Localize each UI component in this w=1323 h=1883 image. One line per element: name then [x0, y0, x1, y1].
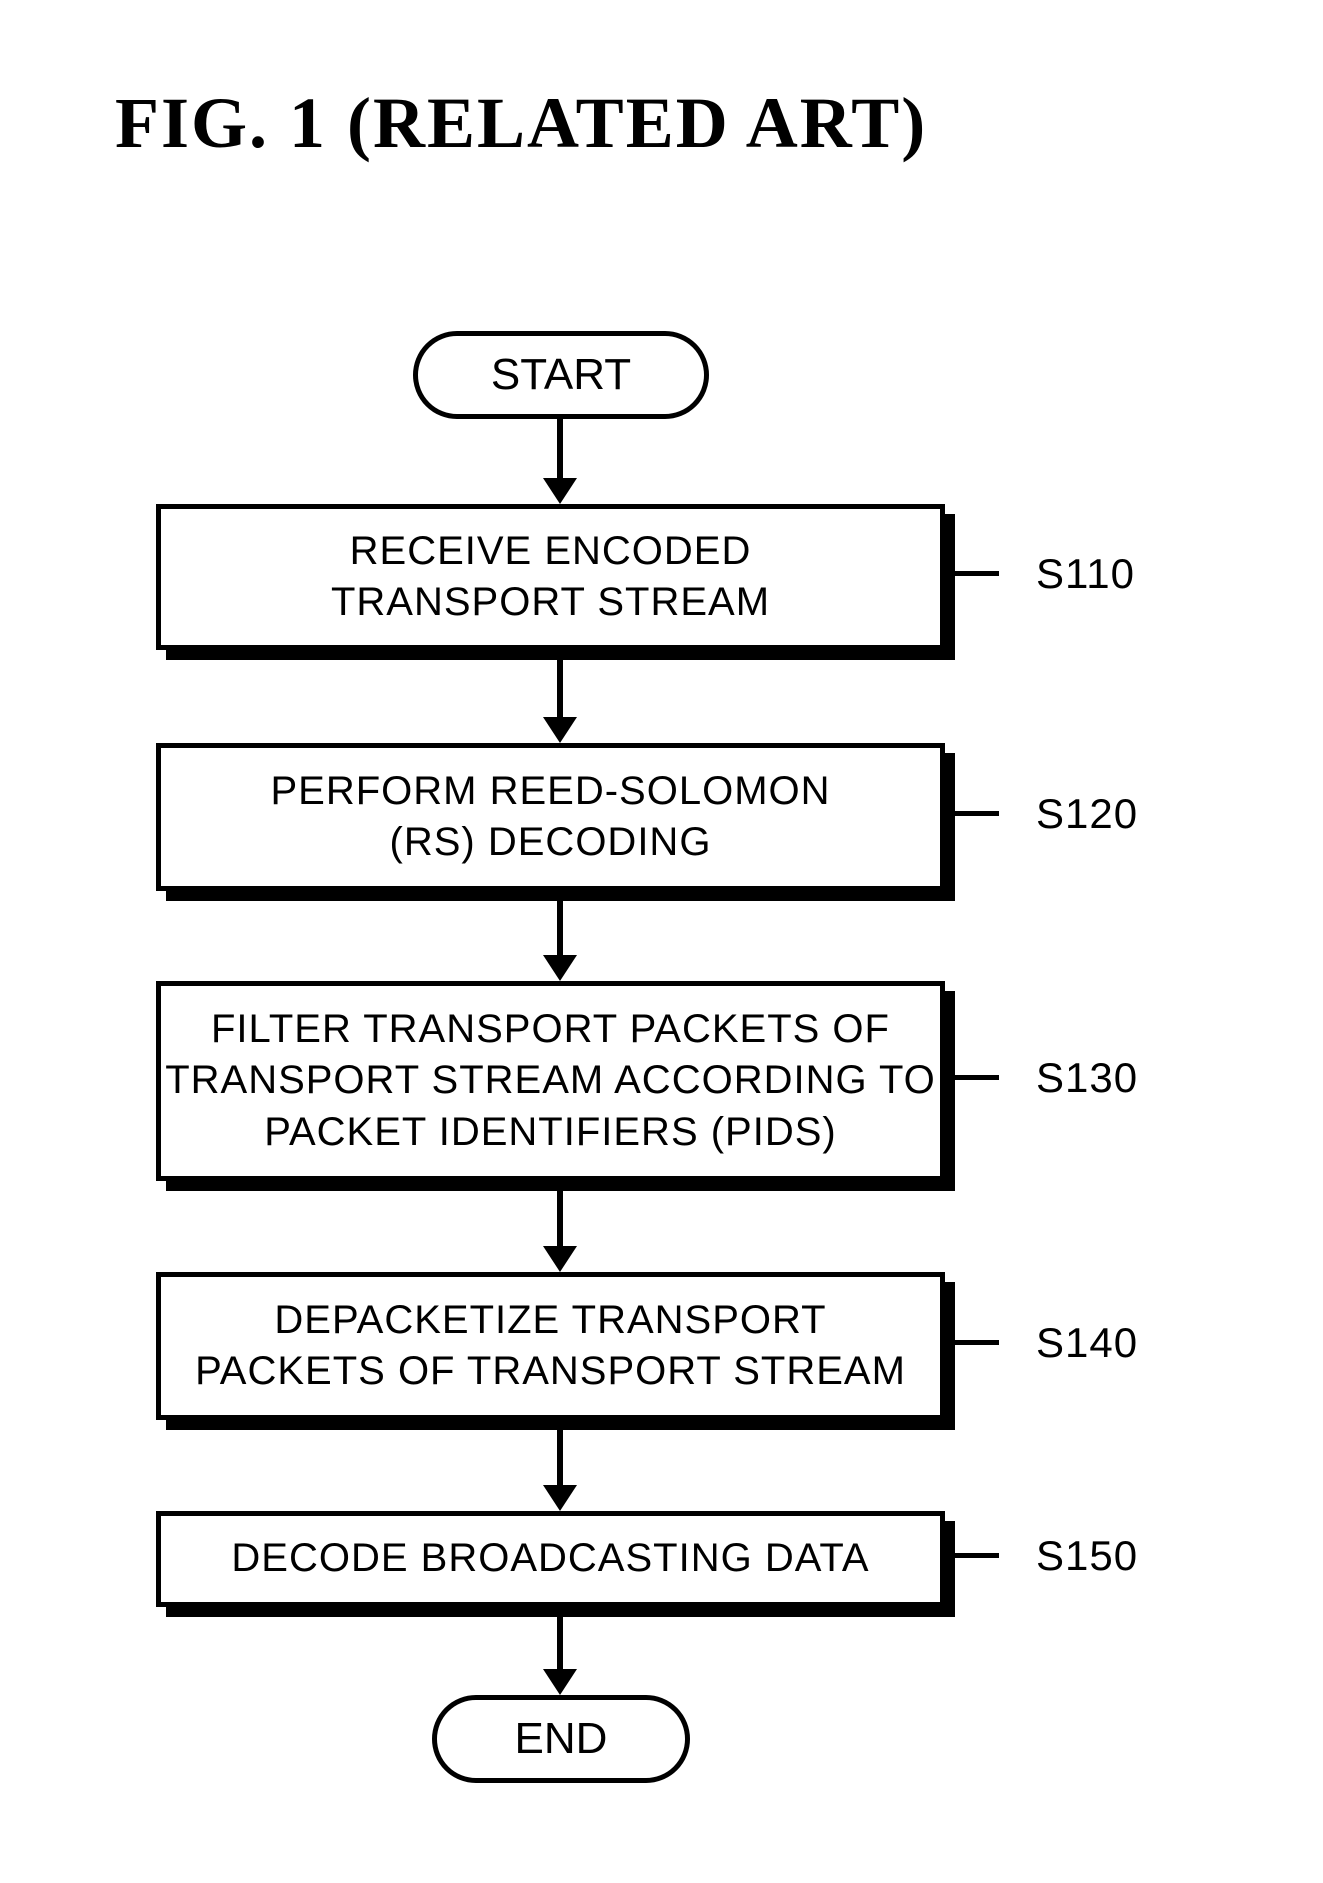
process-s110: RECEIVE ENCODEDTRANSPORT STREAM	[156, 504, 945, 650]
start-label: START	[491, 350, 631, 400]
step-label-s110: S110	[1036, 550, 1135, 598]
step-label-s130: S130	[1036, 1054, 1138, 1102]
end-label: END	[515, 1714, 608, 1764]
step-label-s150: S150	[1036, 1532, 1138, 1580]
label-connector	[955, 1075, 999, 1080]
flow-arrow	[530, 1191, 590, 1272]
end-terminal: END	[432, 1695, 690, 1783]
figure-title: FIG. 1 (RELATED ART)	[115, 82, 927, 165]
flow-arrow	[530, 419, 590, 504]
flow-arrow	[530, 1430, 590, 1511]
step-label-s140: S140	[1036, 1319, 1138, 1367]
process-s150-text: DECODE BROADCASTING DATA	[231, 1533, 869, 1584]
figure-title-text: FIG. 1 (RELATED ART)	[115, 83, 927, 163]
flow-arrow	[530, 1617, 590, 1695]
process-s120: PERFORM REED-SOLOMON(RS) DECODING	[156, 743, 945, 891]
process-s130: FILTER TRANSPORT PACKETS OFTRANSPORT STR…	[156, 981, 945, 1181]
step-label-s120: S120	[1036, 790, 1138, 838]
start-terminal: START	[413, 331, 709, 419]
process-s130-text: FILTER TRANSPORT PACKETS OFTRANSPORT STR…	[165, 1004, 936, 1158]
process-s140: DEPACKETIZE TRANSPORTPACKETS OF TRANSPOR…	[156, 1272, 945, 1420]
flow-arrow	[530, 660, 590, 743]
process-s140-text: DEPACKETIZE TRANSPORTPACKETS OF TRANSPOR…	[195, 1295, 906, 1397]
process-s110-text: RECEIVE ENCODEDTRANSPORT STREAM	[331, 526, 770, 628]
label-connector	[955, 1340, 999, 1345]
label-connector	[955, 811, 999, 816]
process-s150: DECODE BROADCASTING DATA	[156, 1511, 945, 1607]
label-connector	[955, 571, 999, 576]
flow-arrow	[530, 901, 590, 981]
process-s120-text: PERFORM REED-SOLOMON(RS) DECODING	[270, 766, 830, 868]
label-connector	[955, 1553, 999, 1558]
